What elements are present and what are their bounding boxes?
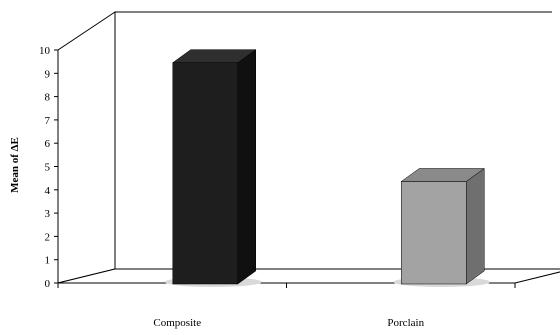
x-tick-label: Composite [153, 317, 201, 329]
y-tick-label: 5 [45, 162, 51, 174]
y-tick-label: 2 [45, 231, 51, 243]
bar-front [172, 62, 238, 285]
bar-top [171, 49, 257, 63]
bar-composite [164, 49, 262, 287]
bars [164, 49, 491, 287]
chart-walls [57, 11, 560, 284]
y-axis-label: Mean of ΔE [9, 137, 21, 193]
bar-side [237, 49, 256, 285]
y-tick-label: 4 [45, 185, 51, 197]
left-wall [57, 11, 116, 284]
y-tick-label: 8 [45, 92, 51, 104]
bar-top [400, 168, 486, 182]
bar-side [466, 167, 485, 285]
y-tick-label: 6 [45, 138, 51, 150]
bar-porclain [393, 167, 491, 287]
x-tick-label: Porclain [387, 317, 424, 329]
y-tick-label: 9 [45, 68, 51, 80]
y-tick-label: 3 [45, 208, 51, 220]
y-tick-label: 1 [45, 255, 51, 267]
y-tick-label: 7 [45, 115, 51, 127]
bar-front [401, 181, 467, 285]
y-tick-label: 0 [45, 278, 51, 290]
y-axis: 0 1 2 3 4 5 6 7 8 9 10 [39, 45, 59, 290]
x-axis: Composite Porclain [57, 283, 516, 329]
y-tick-label: 10 [39, 45, 51, 57]
